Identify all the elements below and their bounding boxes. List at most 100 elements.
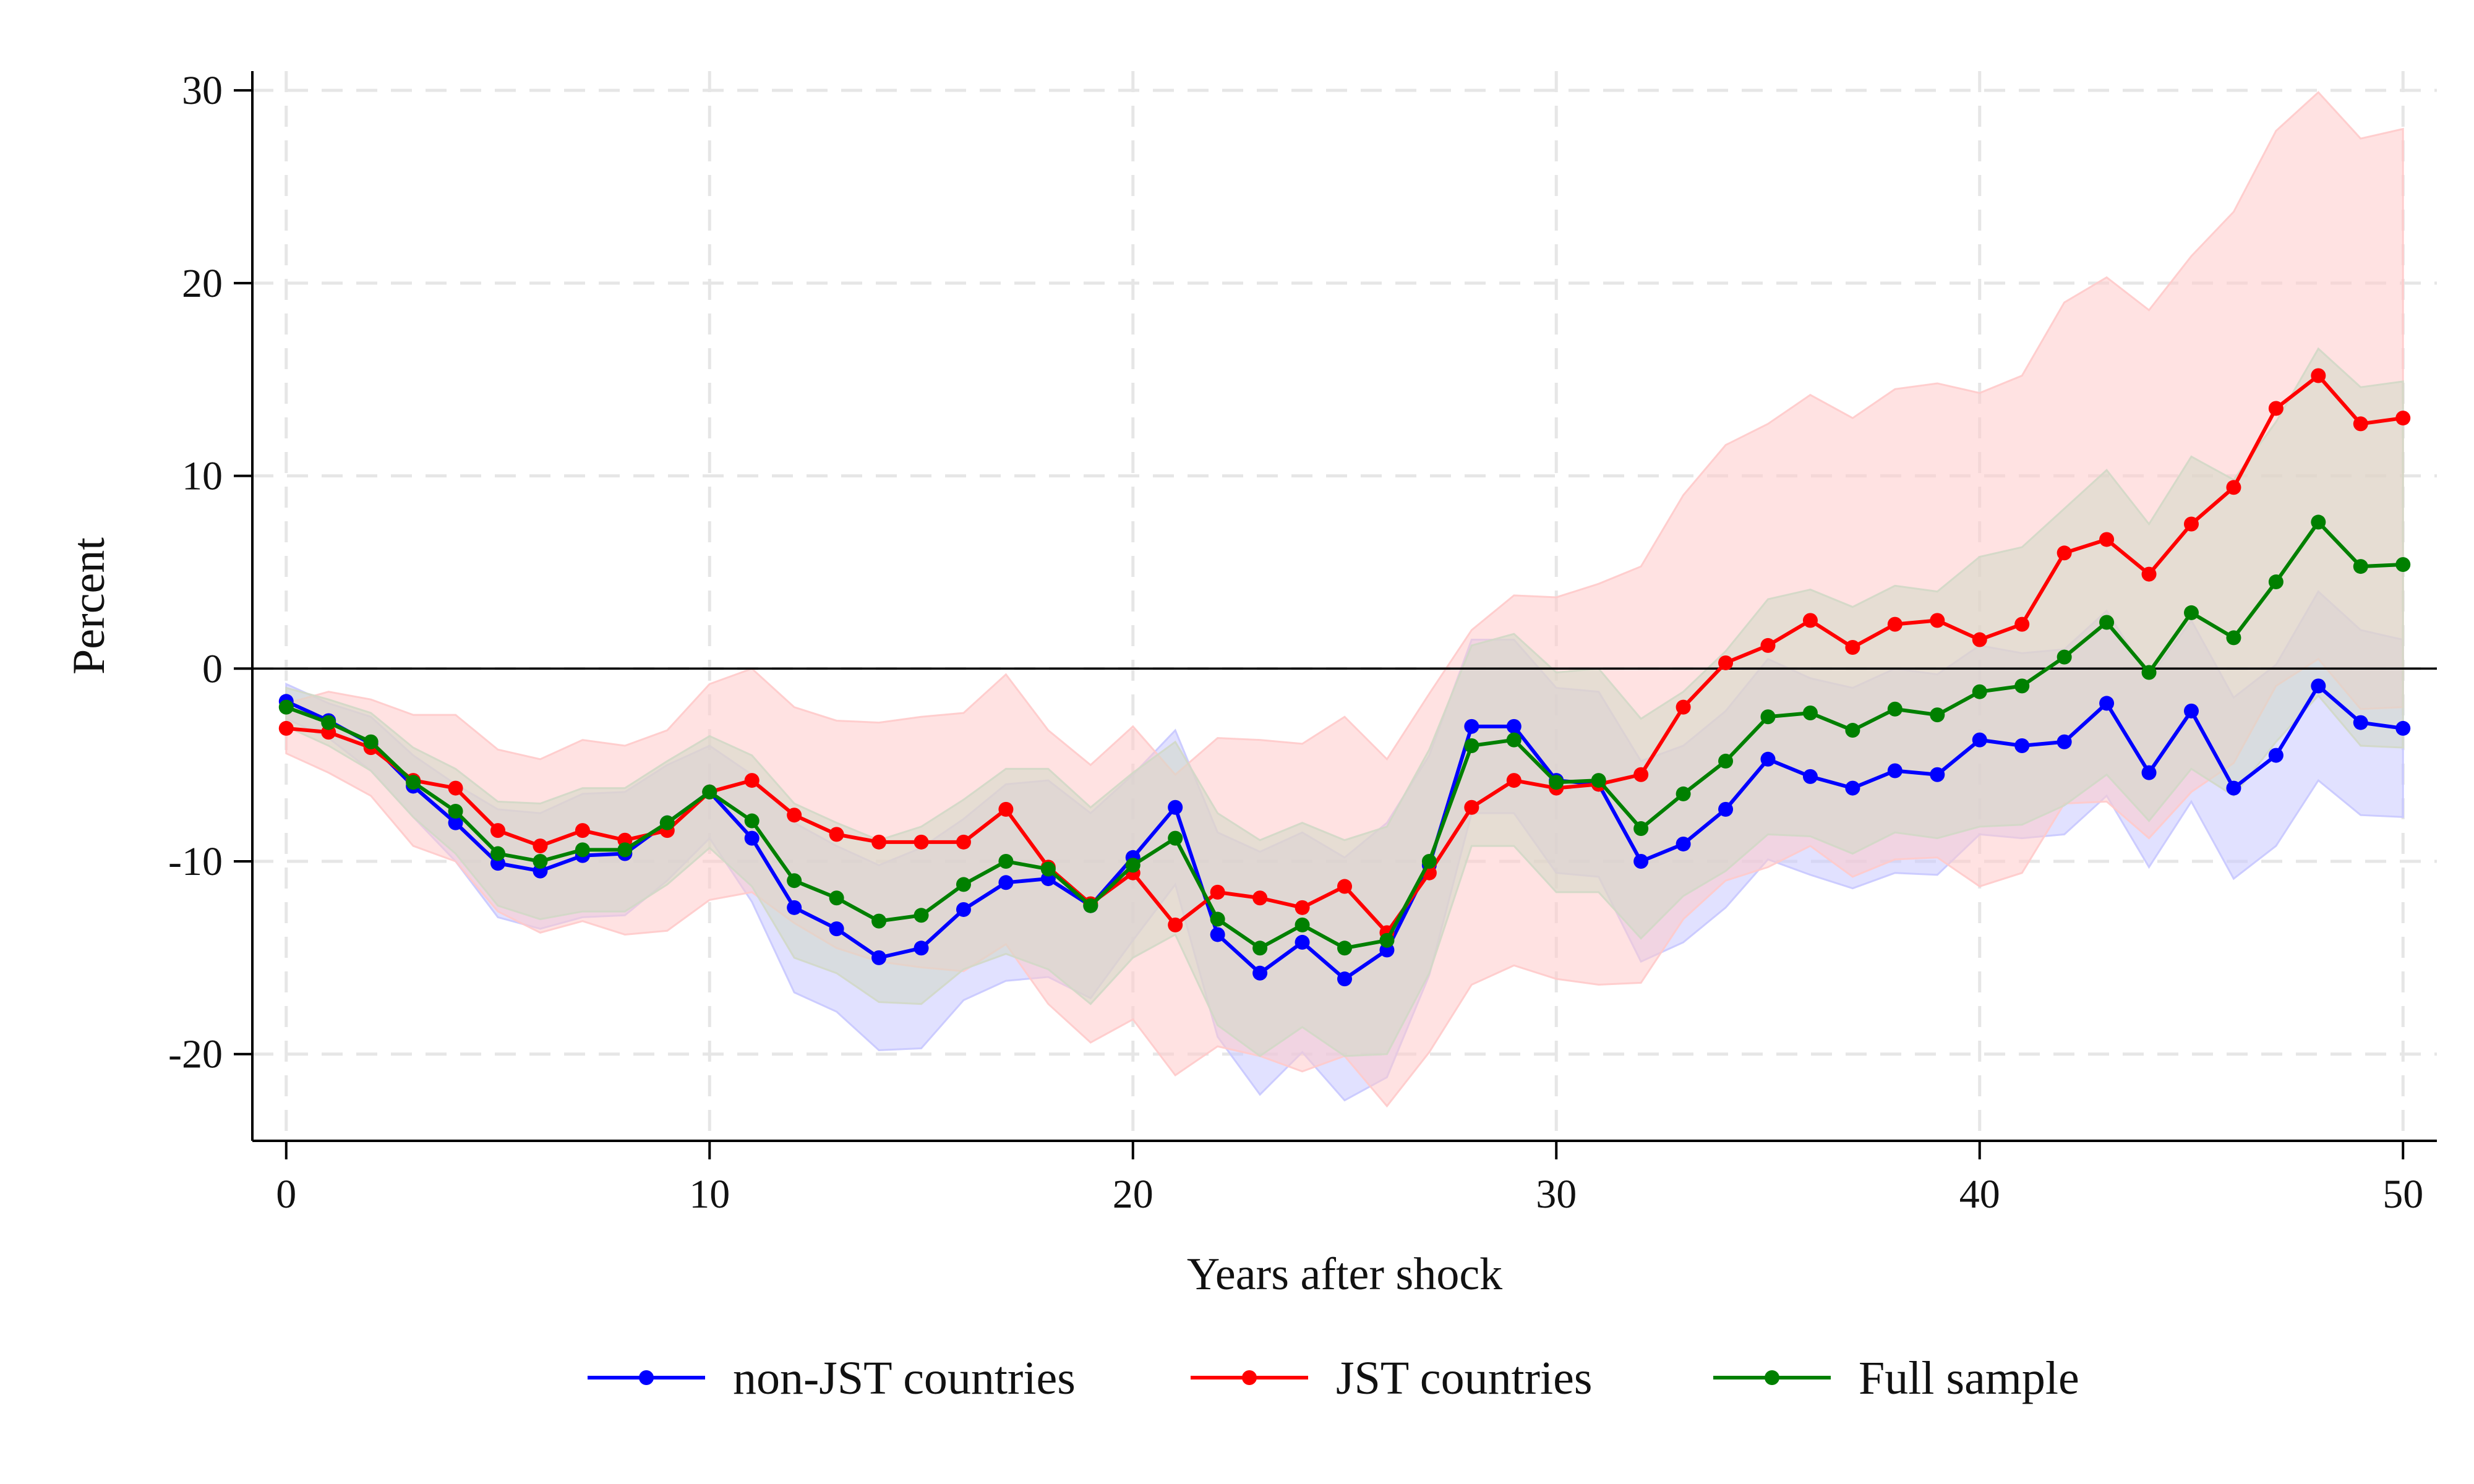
series-point-1	[2014, 616, 2030, 632]
series-point-1	[2311, 368, 2326, 383]
series-point-0	[1972, 732, 1987, 748]
series-point-2	[1464, 738, 1479, 753]
series-point-2	[1549, 775, 1564, 790]
series-point-1	[1506, 773, 1522, 788]
legend-item-1: JST countries	[1191, 1352, 1592, 1404]
legend: non-JST countries JST countries Full sampl…	[588, 1352, 2079, 1404]
series-point-0	[914, 940, 929, 956]
y-tick-label: 30	[182, 68, 223, 113]
series-point-2	[998, 854, 1014, 869]
series-point-0	[2183, 703, 2199, 719]
series-point-2	[2183, 605, 2199, 620]
series-point-2	[1633, 821, 1649, 837]
series-point-2	[787, 873, 802, 889]
series-point-1	[1972, 632, 1987, 647]
series-point-2	[2268, 574, 2284, 590]
series-point-0	[448, 815, 463, 830]
series-point-0	[829, 921, 844, 937]
series-point-1	[448, 780, 463, 796]
series-point-1	[871, 834, 887, 850]
series-point-1	[1887, 616, 1903, 632]
y-tick-label: -10	[168, 839, 223, 884]
series-point-2	[702, 784, 717, 800]
series-point-2	[278, 699, 294, 715]
y-axis-title: Percent	[64, 537, 114, 675]
legend-label: JST countries	[1336, 1352, 1592, 1404]
x-tick-label: 0	[276, 1172, 296, 1217]
series-point-0	[1676, 836, 1691, 851]
series-point-1	[744, 773, 760, 788]
series-point-2	[1125, 858, 1141, 873]
series-point-2	[1252, 940, 1268, 956]
series-point-0	[1718, 801, 1734, 817]
series-lines	[278, 368, 2411, 987]
series-point-0	[1252, 965, 1268, 981]
series-point-0	[2311, 678, 2326, 694]
series-point-2	[1591, 773, 1606, 788]
series-point-1	[787, 808, 802, 823]
series-point-0	[1887, 763, 1903, 778]
series-point-1	[2268, 401, 2284, 416]
x-tick-label: 40	[1959, 1172, 2000, 1217]
series-point-0	[1930, 767, 1945, 782]
series-point-2	[914, 908, 929, 923]
series-point-2	[533, 854, 548, 869]
series-point-1	[2141, 566, 2157, 582]
series-point-0	[2268, 748, 2284, 763]
series-point-1	[1633, 767, 1649, 782]
series-point-2	[1718, 753, 1734, 769]
series-point-2	[1506, 732, 1522, 748]
series-point-1	[2353, 416, 2368, 432]
legend-swatch-marker	[1765, 1370, 1779, 1385]
series-point-1	[914, 834, 929, 850]
series-point-1	[2395, 411, 2411, 426]
series-point-0	[744, 830, 760, 846]
confidence-band-series-2	[285, 347, 2404, 1057]
series-point-2	[2311, 514, 2326, 530]
series-point-1	[2099, 532, 2115, 547]
series-point-2	[490, 846, 506, 861]
series-point-1	[998, 801, 1014, 817]
legend-item-0: non-JST countries	[588, 1352, 1076, 1404]
series-point-0	[2395, 720, 2411, 736]
series-2	[278, 514, 2411, 956]
axes	[251, 71, 2437, 1142]
series-point-0	[2141, 765, 2157, 780]
series-point-2	[1972, 684, 1987, 699]
series-point-1	[956, 834, 971, 850]
series-point-2	[1845, 723, 1860, 738]
series-point-2	[2141, 665, 2157, 680]
series-point-2	[1379, 932, 1395, 948]
series-point-1	[1295, 900, 1310, 915]
series-point-0	[998, 875, 1014, 890]
series-point-0	[1210, 927, 1225, 942]
series-point-2	[1168, 830, 1183, 846]
series-point-2	[1887, 701, 1903, 717]
series-point-1	[278, 720, 294, 736]
x-tick-label: 50	[2382, 1172, 2423, 1217]
series-point-1	[1168, 917, 1183, 932]
series-point-2	[1930, 707, 1945, 723]
series-point-2	[1083, 898, 1098, 913]
series-point-0	[871, 950, 887, 965]
series-point-0	[1760, 751, 1776, 767]
y-tick-label: 20	[182, 261, 223, 306]
series-point-1	[533, 838, 548, 854]
legend-swatch-marker	[639, 1370, 654, 1385]
series-point-1	[2057, 545, 2072, 561]
series-point-2	[2226, 630, 2241, 646]
series-point-2	[363, 734, 379, 749]
series-point-2	[744, 813, 760, 829]
y-tick-label: -20	[168, 1032, 223, 1077]
series-point-2	[2057, 649, 2072, 665]
x-axis-title: Years after shock	[1187, 1249, 1502, 1300]
series-point-1	[1802, 613, 1818, 628]
series-point-2	[1210, 911, 1225, 927]
series-point-2	[1802, 706, 1818, 720]
legend-item-2: Full sample	[1713, 1352, 2079, 1404]
tick-labels: -20 -10 0 10 20 30 0 10 20 30 40 50	[168, 68, 2423, 1217]
series-point-2	[1421, 854, 1437, 869]
series-point-1	[1464, 800, 1479, 815]
series-point-2	[448, 803, 463, 819]
